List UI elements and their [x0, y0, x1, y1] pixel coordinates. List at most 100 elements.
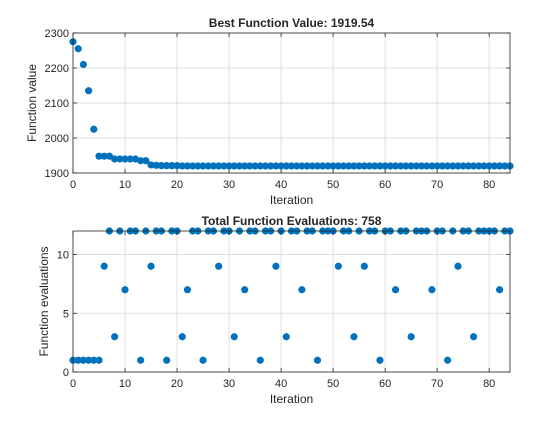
data-point	[137, 356, 145, 364]
data-point	[79, 60, 88, 69]
x-tick-label: 60	[379, 179, 391, 191]
data-point	[313, 162, 322, 170]
data-point	[293, 162, 301, 170]
data-point	[381, 162, 389, 170]
data-point	[235, 162, 244, 170]
y-tick-label: 2100	[45, 98, 69, 110]
data-point	[79, 356, 88, 364]
data-point	[147, 262, 155, 270]
data-point	[443, 162, 452, 170]
data-points	[69, 227, 514, 364]
data-point	[178, 333, 186, 341]
x-axis-label: Iteration	[270, 193, 313, 207]
data-point	[371, 162, 379, 170]
data-point	[303, 162, 311, 170]
x-tick-label: 10	[119, 378, 131, 390]
data-point	[215, 262, 223, 270]
data-point	[277, 162, 285, 170]
data-point	[407, 162, 415, 170]
data-point	[391, 162, 400, 170]
data-point	[475, 162, 483, 170]
data-point	[428, 162, 436, 170]
data-point	[376, 356, 384, 364]
x-tick-label: 30	[223, 378, 235, 390]
data-point	[261, 162, 270, 170]
data-point	[256, 162, 264, 170]
data-point	[95, 356, 103, 364]
data-point	[241, 162, 249, 170]
data-point	[433, 162, 441, 170]
data-point	[111, 155, 119, 163]
data-point	[256, 356, 264, 364]
x-tick-label: 80	[483, 179, 495, 191]
y-axis-label: Function evaluations	[37, 246, 51, 356]
data-point	[298, 286, 306, 294]
data-point	[137, 157, 145, 165]
x-tick-label: 50	[327, 179, 339, 191]
data-point	[438, 162, 446, 170]
x-tick-label: 80	[483, 378, 495, 390]
data-point	[282, 333, 290, 341]
data-point	[480, 162, 488, 170]
data-point	[360, 262, 368, 270]
data-point	[241, 286, 249, 294]
data-point	[443, 356, 452, 364]
data-point	[100, 152, 108, 160]
axes-frame	[72, 230, 511, 373]
data-point	[157, 162, 166, 170]
data-point	[95, 152, 103, 160]
data-point	[469, 162, 478, 170]
data-point	[350, 333, 358, 341]
data-point	[230, 162, 238, 170]
data-point	[121, 286, 129, 294]
data-point	[199, 162, 207, 170]
y-tick-label: 10	[57, 250, 69, 262]
data-point	[428, 286, 436, 294]
x-tick-label: 70	[431, 378, 443, 390]
data-point	[334, 162, 342, 170]
data-point	[111, 333, 119, 341]
data-point	[230, 333, 238, 341]
data-point	[469, 333, 478, 341]
data-point	[209, 162, 218, 170]
x-tick-label: 30	[223, 179, 235, 191]
data-point	[495, 286, 504, 294]
y-tick-label: 1900	[45, 168, 69, 180]
data-point	[449, 162, 457, 170]
tick-marks	[72, 32, 510, 174]
x-tick-label: 0	[70, 378, 76, 390]
y-tick-label: 0	[63, 367, 69, 379]
x-tick-label: 70	[431, 179, 443, 191]
data-point	[215, 162, 223, 170]
data-point	[454, 162, 462, 170]
data-point	[121, 155, 129, 163]
data-point	[90, 125, 98, 133]
data-point	[116, 155, 124, 163]
data-point	[90, 356, 98, 364]
data-point	[298, 162, 306, 170]
data-point	[402, 162, 410, 170]
data-point	[204, 162, 212, 170]
x-tick-label: 40	[275, 179, 287, 191]
chart-title: Total Function Evaluations: 758	[202, 214, 382, 228]
x-tick-label: 0	[70, 179, 76, 191]
y-axis-label: Function value	[25, 64, 39, 142]
x-tick-labels: 0 10 20 30 40 50 60 70 80	[70, 179, 495, 191]
data-point	[464, 162, 472, 170]
y-tick-label: 5	[63, 308, 69, 320]
data-point	[345, 162, 353, 170]
y-tick-label: 2200	[45, 63, 69, 75]
y-tick-label: 2300	[45, 28, 69, 40]
data-point	[85, 356, 93, 364]
data-point	[454, 262, 462, 270]
x-tick-label: 20	[171, 179, 183, 191]
data-point	[163, 162, 171, 170]
data-point	[199, 356, 207, 364]
data-point	[391, 286, 400, 294]
axes-best-function-value: 0 10 20 30 40 50 60 70 80 1900 2000 2100 2200 2300 B…	[25, 16, 514, 207]
data-point	[376, 162, 384, 170]
data-point	[308, 162, 316, 170]
data-point	[163, 356, 171, 364]
data-point	[142, 157, 150, 165]
data-point	[74, 356, 82, 364]
